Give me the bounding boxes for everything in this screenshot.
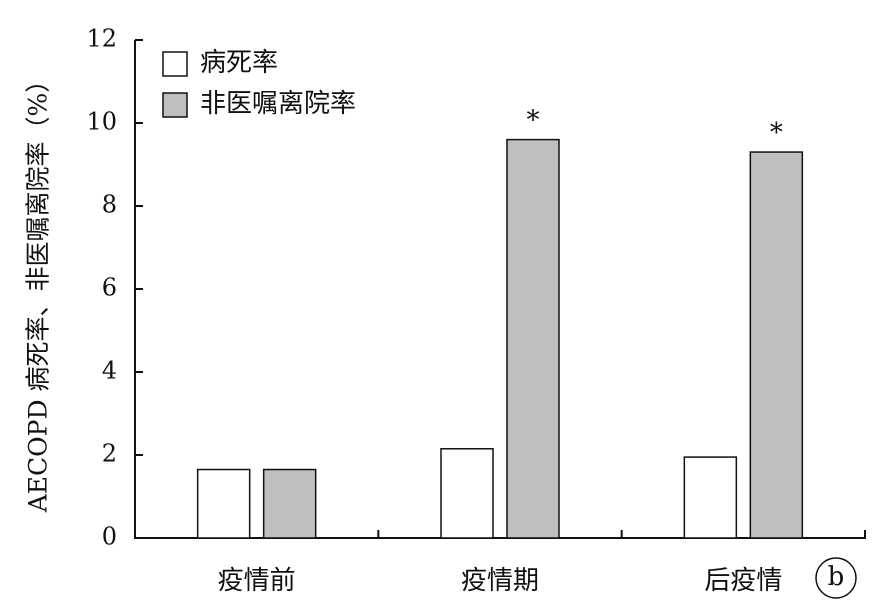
bar [440, 448, 494, 539]
y-tick-label: 10 [86, 108, 117, 136]
legend-swatch [162, 51, 188, 77]
y-tick-label: 4 [102, 357, 117, 385]
legend-swatch [162, 92, 188, 118]
y-axis-label: AECOPD 病死率、非医嘱离院率（%） [24, 68, 53, 514]
x-tick-label: 疫情前 [218, 566, 296, 596]
bar [683, 456, 738, 539]
y-tick-label: 0 [102, 523, 117, 551]
bar [196, 468, 251, 539]
y-tick-label: 2 [102, 440, 117, 468]
bar [262, 468, 317, 539]
bar-marker: * [770, 118, 783, 148]
bar [749, 151, 804, 539]
x-tick-label: 后疫情 [704, 566, 782, 596]
bar [506, 138, 560, 539]
legend-label: 病死率 [200, 48, 278, 78]
panel-circle [815, 557, 857, 599]
legend-label: 非医嘱离院率 [200, 89, 356, 119]
y-tick-label: 12 [86, 25, 117, 53]
y-tick-label: 8 [102, 191, 117, 219]
y-tick-label: 6 [102, 274, 117, 302]
x-tick-label: 疫情期 [461, 566, 539, 596]
bar-marker: * [527, 106, 540, 136]
panel-label: b [828, 562, 845, 592]
